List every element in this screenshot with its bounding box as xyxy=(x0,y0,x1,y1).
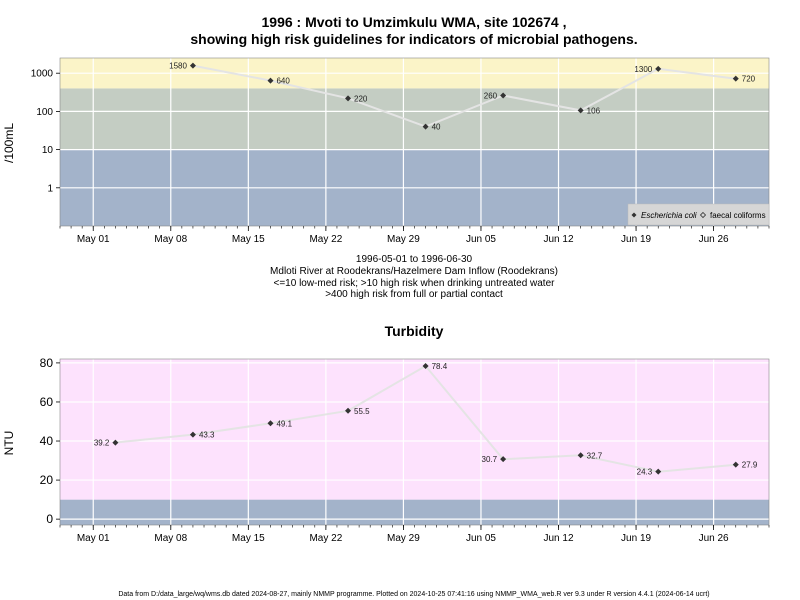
top-data-point xyxy=(500,92,507,99)
bot-data-label: 78.4 xyxy=(432,362,448,371)
top-x-tick-label: May 15 xyxy=(232,234,265,245)
top-chart: 1580 640 220 40 260 106 1300 720 1 10 100 1000 May … xyxy=(2,57,770,245)
top-data-label: 1300 xyxy=(634,65,652,74)
top-x-tick-label: May 22 xyxy=(309,234,342,245)
bottom-chart-bands xyxy=(60,359,769,525)
chart-legend: Escherichia coli faecal coliforms xyxy=(627,203,770,226)
top-chart-points: 1580 640 220 40 260 106 1300 720 xyxy=(169,62,756,132)
bottom-chart-points: 39.2 43.3 49.1 55.5 78.4 30.7 32.7 24.3 27.9 xyxy=(94,362,758,477)
bot-x-tick-label: Jun 05 xyxy=(466,533,496,544)
bot-y-tick-label: 0 xyxy=(46,512,53,526)
info-drinking-guideline: <=10 low-med risk; >10 high risk when dr… xyxy=(274,278,556,289)
bot-x-tick-label: Jun 19 xyxy=(621,533,651,544)
bot-y-tick-label: 40 xyxy=(40,434,54,448)
bot-data-point xyxy=(577,452,584,459)
bot-x-tick-label: Jun 26 xyxy=(699,533,729,544)
bottom-chart: Turbidity 39.2 43.3 49.1 55.5 78.4 30.7 32.7 24… xyxy=(2,323,770,544)
bot-data-point xyxy=(655,468,662,475)
bot-x-tick-label: May 15 xyxy=(232,533,265,544)
bot-x-tick-label: May 01 xyxy=(77,533,110,544)
top-series-line-0 xyxy=(192,64,736,128)
top-x-tick-label: Jun 12 xyxy=(544,234,574,245)
bot-y-tick-label: 80 xyxy=(40,356,54,370)
legend-marker-e-coli xyxy=(631,212,637,218)
bottom-chart-title: Turbidity xyxy=(385,323,444,339)
top-chart-grid xyxy=(60,58,769,226)
top-chart-y-axis-label: /100mL xyxy=(2,123,16,163)
top-band-1 xyxy=(60,88,769,150)
main-title-line2: showing high risk guidelines for indicat… xyxy=(190,31,637,47)
bot-data-point xyxy=(345,407,352,414)
top-data-label: 1580 xyxy=(169,62,187,71)
legend-label-faecal-coliforms: faecal coliforms xyxy=(710,211,766,220)
top-y-tick-label: 100 xyxy=(36,107,53,118)
info-block: 1996-05-01 to 1996-06-30 Mdloti River at… xyxy=(270,254,558,300)
bot-x-tick-label: Jun 12 xyxy=(544,533,574,544)
bot-data-label: 27.9 xyxy=(742,461,758,470)
info-date-range: 1996-05-01 to 1996-06-30 xyxy=(356,254,473,265)
bot-y-tick-label: 20 xyxy=(40,473,54,487)
bot-data-label: 24.3 xyxy=(637,468,653,477)
top-data-point xyxy=(345,95,352,102)
bot-data-label: 30.7 xyxy=(482,455,498,464)
bot-x-tick-label: May 29 xyxy=(387,533,420,544)
bottom-chart-grid xyxy=(60,359,769,525)
top-x-tick-label: May 01 xyxy=(77,234,110,245)
info-contact-guideline: >400 high risk from full or partial cont… xyxy=(325,289,503,300)
bot-data-label: 49.1 xyxy=(276,419,292,428)
top-data-point xyxy=(577,107,584,114)
top-data-label: 640 xyxy=(276,77,290,86)
bot-data-point xyxy=(112,439,119,446)
bot-data-label: 32.7 xyxy=(587,451,603,460)
top-x-tick-label: May 29 xyxy=(387,234,420,245)
top-data-point xyxy=(732,75,739,82)
bot-data-label: 55.5 xyxy=(354,407,370,416)
bot-band-0 xyxy=(60,499,769,525)
top-y-tick-label: 1 xyxy=(47,183,53,194)
top-data-label: 720 xyxy=(742,75,756,84)
bot-data-point xyxy=(267,420,274,427)
bot-data-label: 39.2 xyxy=(94,439,110,448)
bot-x-tick-label: May 22 xyxy=(309,533,342,544)
top-data-label: 106 xyxy=(587,106,601,115)
legend-box xyxy=(627,203,770,226)
top-x-tick-label: May 08 xyxy=(154,234,187,245)
top-data-label: 220 xyxy=(354,94,368,103)
top-chart-axes: 1 10 100 1000 May 01 May 08 May 15 May 22 May 29… xyxy=(31,57,770,245)
bot-data-point xyxy=(732,461,739,468)
top-x-tick-label: Jun 26 xyxy=(699,234,729,245)
bottom-chart-y-axis-label: NTU xyxy=(2,431,16,456)
bot-data-point xyxy=(422,363,429,370)
main-title-line1: 1996 : Mvoti to Umzimkulu WMA, site 1026… xyxy=(262,14,567,30)
top-data-label: 40 xyxy=(432,123,441,132)
bot-y-tick-label: 60 xyxy=(40,395,54,409)
top-data-point xyxy=(655,65,662,72)
top-data-point xyxy=(422,123,429,130)
legend-marker-faecal-coliforms xyxy=(699,211,707,219)
footer-note: Data from D:/data_large/wq/wms.db dated … xyxy=(118,591,709,598)
bot-data-label: 43.3 xyxy=(199,431,215,440)
legend-label-e-coli: Escherichia coli xyxy=(641,211,697,220)
bot-data-point xyxy=(500,456,507,463)
top-x-tick-label: Jun 05 xyxy=(466,234,496,245)
top-chart-bands xyxy=(60,58,769,226)
bot-data-point xyxy=(189,431,196,438)
bot-x-tick-label: May 08 xyxy=(154,533,187,544)
bot-band-1 xyxy=(60,359,769,500)
top-chart-series-line xyxy=(192,64,736,128)
top-data-point xyxy=(189,62,196,69)
top-data-point xyxy=(267,77,274,84)
bottom-chart-axes: 0 20 40 60 80 May 01 May 08 May 15 May 22 May 29 J… xyxy=(40,356,770,544)
top-x-tick-label: Jun 19 xyxy=(621,234,651,245)
top-y-tick-label: 1000 xyxy=(31,69,54,80)
top-data-label: 260 xyxy=(484,92,498,101)
info-site-name: Mdloti River at Roodekrans/Hazelmere Dam… xyxy=(270,266,558,277)
top-y-tick-label: 10 xyxy=(42,145,54,156)
